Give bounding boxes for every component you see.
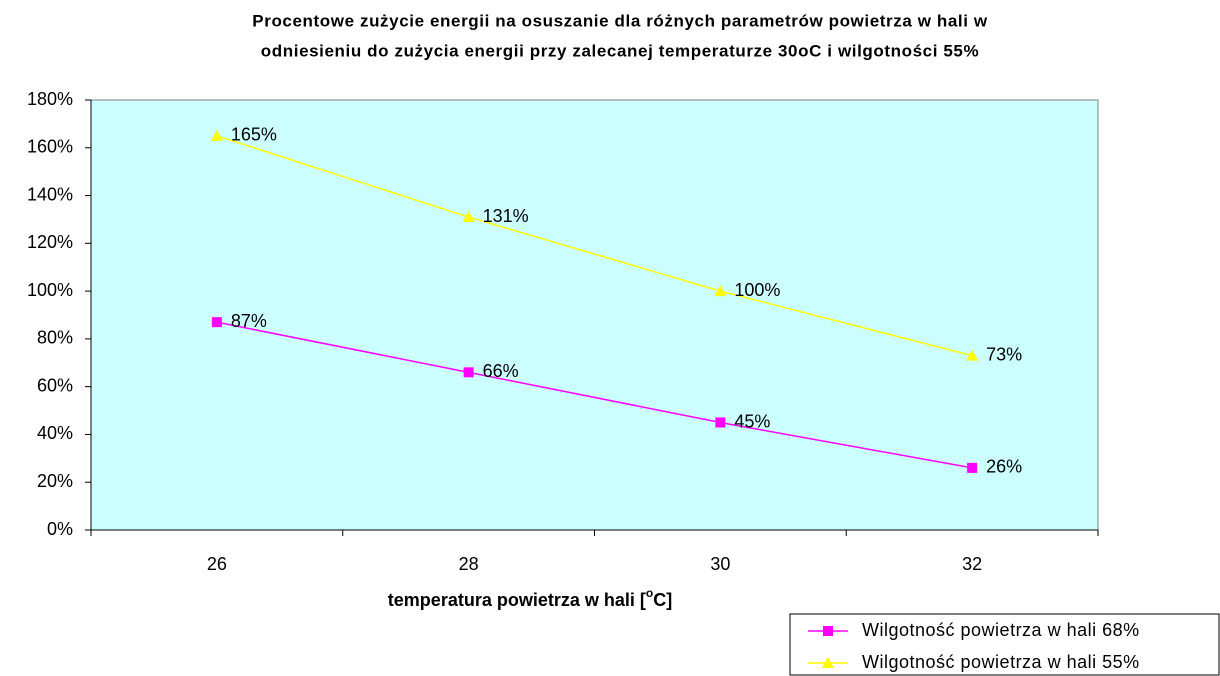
marker bbox=[823, 626, 833, 636]
marker bbox=[822, 657, 834, 668]
data-label: 26% bbox=[986, 457, 1022, 477]
x-axis-label-part: C] bbox=[653, 590, 672, 610]
marker bbox=[714, 285, 727, 297]
x-tick-label: 32 bbox=[962, 554, 982, 574]
y-tick-label: 140% bbox=[27, 184, 73, 204]
y-tick-label: 80% bbox=[37, 328, 73, 348]
series-line bbox=[216, 321, 973, 469]
x-tick-label: 28 bbox=[459, 554, 479, 574]
y-tick-label: 160% bbox=[27, 137, 73, 157]
data-label: 45% bbox=[734, 411, 770, 431]
legend-box bbox=[789, 613, 1220, 676]
y-tick-label: 100% bbox=[27, 280, 73, 300]
x-tick-label: 30 bbox=[710, 554, 730, 574]
marker bbox=[210, 129, 223, 141]
marker bbox=[967, 462, 978, 473]
y-tick-label: 40% bbox=[37, 423, 73, 443]
x-axis-label-part: temperatura powietrza w hali [ bbox=[388, 590, 646, 610]
marker bbox=[463, 367, 474, 378]
legend-label: Wilgotność powietrza w hali 55% bbox=[862, 652, 1140, 672]
chart-title: odniesieniu do zużycia energii przy zale… bbox=[261, 41, 979, 60]
chart-title: Procentowe zużycie energii na osuszanie … bbox=[252, 11, 988, 30]
marker bbox=[966, 349, 979, 361]
series-line bbox=[216, 135, 973, 357]
y-tick-label: 20% bbox=[37, 471, 73, 491]
marker bbox=[211, 317, 222, 328]
data-label: 66% bbox=[483, 361, 519, 381]
y-tick-label: 0% bbox=[47, 519, 73, 539]
data-label: 165% bbox=[231, 125, 277, 145]
x-tick-label: 26 bbox=[207, 554, 227, 574]
marker bbox=[462, 211, 475, 223]
y-tick-label: 60% bbox=[37, 375, 73, 395]
y-tick-label: 180% bbox=[27, 89, 73, 109]
data-label: 73% bbox=[986, 344, 1022, 364]
y-tick-label: 120% bbox=[27, 232, 73, 252]
x-axis-label: temperatura powietrza w hali [oC] bbox=[388, 586, 672, 610]
data-label: 131% bbox=[483, 206, 529, 226]
marker bbox=[715, 417, 726, 428]
x-axis-label-part: o bbox=[646, 586, 653, 600]
data-label: 87% bbox=[231, 311, 267, 331]
plot-area bbox=[90, 99, 1099, 531]
data-label: 100% bbox=[734, 280, 780, 300]
legend-label: Wilgotność powietrza w hali 68% bbox=[862, 620, 1140, 640]
